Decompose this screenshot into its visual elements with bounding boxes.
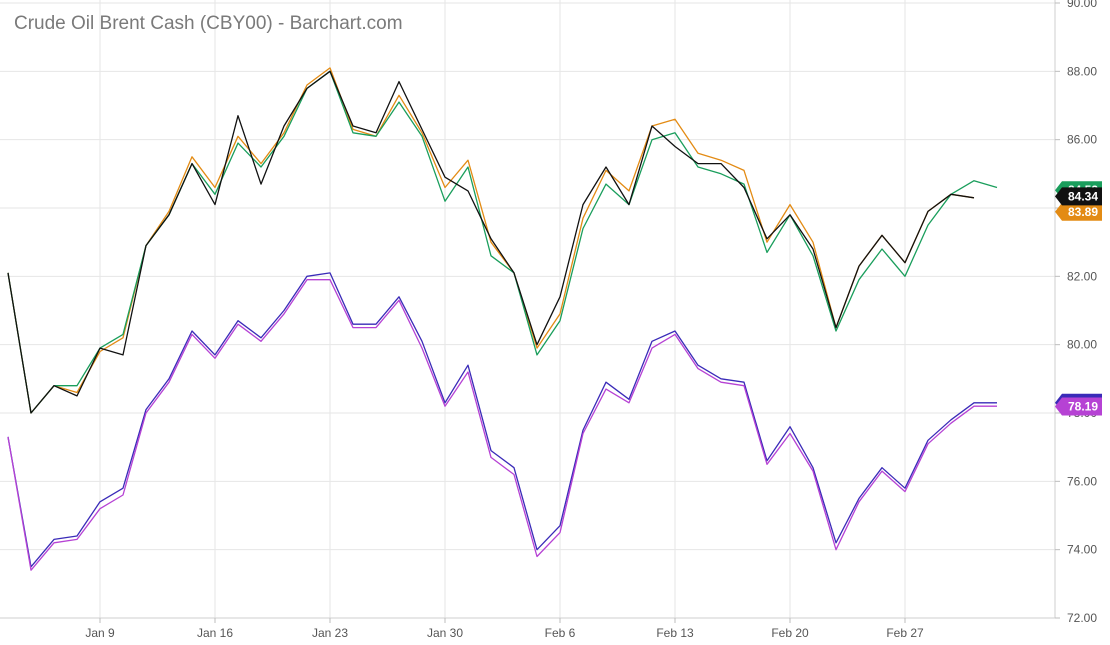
series-lines [7,67,998,571]
x-tick-label: Feb 20 [771,626,809,640]
badge-value: 84.34 [1068,189,1098,203]
x-tick-label: Feb 6 [545,626,576,640]
last-value-badge: 78.19 [1055,397,1102,416]
chart-title: Crude Oil Brent Cash (CBY00) - Barchart.… [14,13,403,34]
y-tick-label: 72.00 [1067,611,1097,625]
series-line-3 [7,272,997,568]
y-tick-label: 76.00 [1067,474,1097,488]
x-tick-label: Jan 16 [197,626,233,640]
series-line-4 [7,279,997,571]
x-tick-label: Jan 9 [85,626,115,640]
badge-background [1055,397,1102,416]
badge-value: 78.19 [1068,400,1098,414]
x-tick-label: Jan 30 [427,626,463,640]
series-line-1 [7,70,998,414]
badge-value: 83.89 [1068,205,1098,219]
x-tick-label: Jan 23 [312,626,348,640]
badge-background [1055,202,1102,221]
x-tick-label: Feb 27 [886,626,924,640]
last-value-badge: 84.34 [1055,187,1102,206]
grid [0,0,1055,619]
y-tick-label: 90.00 [1067,0,1097,10]
y-tick-label: 86.00 [1067,133,1097,147]
y-axis: 72.0074.0076.0078.0080.0082.0084.0086.00… [1055,0,1097,625]
y-tick-label: 82.00 [1067,269,1097,283]
x-axis: Jan 9 Jan 16 Jan 23 Jan 30 Feb 6 Feb 13 Feb 20… [85,618,924,640]
x-tick-label: Feb 13 [656,626,694,640]
y-tick-label: 80.00 [1067,338,1097,352]
series-line-2 [7,70,975,414]
last-value-badge: 83.89 [1055,202,1102,221]
badge-background [1055,187,1102,206]
y-tick-label: 74.00 [1067,543,1097,557]
y-tick-label: 88.00 [1067,64,1097,78]
series-line-0 [7,67,975,414]
